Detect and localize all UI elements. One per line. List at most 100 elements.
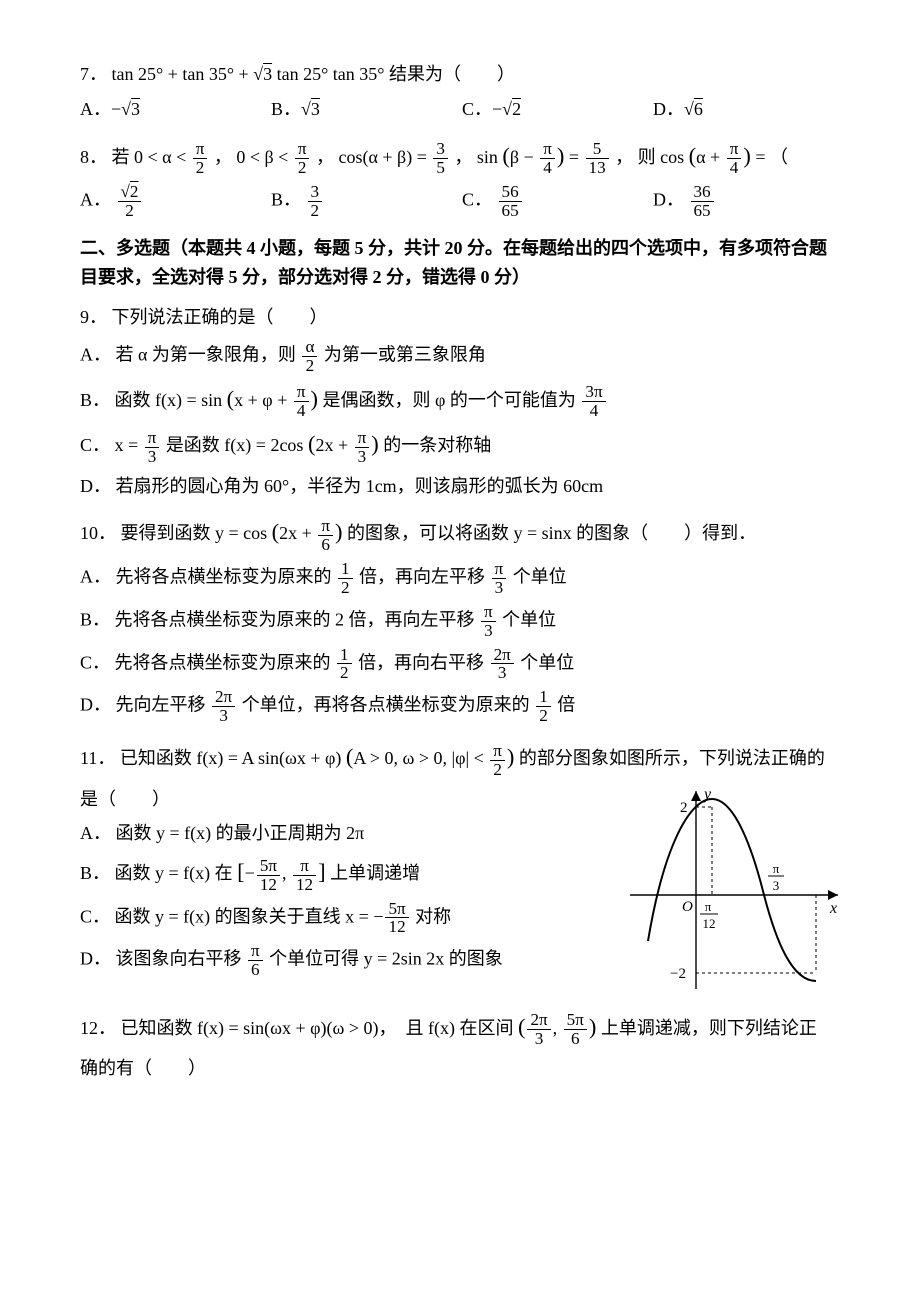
d: 3 [145,447,160,466]
q8-options: A． √22 B． 32 C． 5665 D． 3665 [80,183,844,220]
d: 3 [481,621,496,640]
d: 2 [536,706,551,725]
d: 13 [586,158,609,177]
t: 为第一或第三象限角 [324,345,486,365]
svg-text:12: 12 [703,916,716,931]
n: π [193,140,208,158]
q11-graph: yxO2−2π12π3 [624,785,844,995]
n: 5π [385,900,408,918]
t: 下列说法正确的是（ ） [112,307,328,327]
comma: , [553,1018,562,1038]
q7-opt-d: D．√6 [653,95,844,124]
d: 4 [540,158,555,177]
question-7: 7． tan 25° + tan 35° + √3 tan 25° tan 35… [80,60,844,124]
q8-opt-a: A． √22 [80,183,271,220]
t: 2x + [279,523,316,543]
opt-label: C． [80,435,110,455]
t: 函数 y = f(x) 的图象关于直线 x = [115,906,374,926]
rad: 3 [311,99,320,119]
q9-opt-c: C． x = π3 是函数 f(x) = 2cos (2x + π3) 的一条对… [80,426,844,465]
lp: ( [502,143,510,168]
t: 先将各点横坐标变为原来的 [116,566,337,586]
d: 4 [294,401,309,420]
q9-opt-b: B． 函数 f(x) = sin (x + φ + π4) 是偶函数，则 φ 的… [80,381,844,420]
d: 4 [582,401,605,420]
question-8: 8． 若 0 < α < π2 ， 0 < β < π2 ， cos(α + β… [80,138,844,220]
t: 上单调递减，则下列结论正 [601,1018,817,1038]
d: 5 [433,158,448,177]
opt-label: B． [80,609,110,629]
n: 3 [308,183,323,201]
t: 倍，再向左平移 [359,566,490,586]
rp: ) [743,143,751,168]
q9-opt-d: D． 若扇形的圆心角为 60°，半径为 1cm，则该扇形的弧长为 60cm [80,472,844,501]
t: 是函数 f(x) = 2cos [166,435,304,455]
t: 函数 y = f(x) 在 [115,863,238,883]
question-12: 12． 已知函数 f(x) = sin(ωx + φ)(ω > 0)， 且 f(… [80,1009,844,1083]
d: 2 [118,201,142,220]
lb: [ [237,859,245,884]
d: 6 [564,1029,587,1048]
d: 2 [338,578,353,597]
t: α + [696,147,725,167]
t: 已知函数 f(x) = A sin(ωx + φ) [120,748,342,768]
q7-options: A．−√3 B．√3 C．−√2 D．√6 [80,95,844,124]
opt-label: D． [653,189,684,209]
rp: ) [557,143,565,168]
neg: − [111,99,121,119]
q10-number: 10． [80,523,116,543]
svg-text:y: y [702,786,712,803]
d: 3 [527,1029,550,1048]
opt-label: A． [80,566,111,586]
d: 12 [293,875,316,894]
svg-text:−2: −2 [670,966,686,982]
n: π [295,140,310,158]
svg-text:2: 2 [680,800,688,816]
n: 5π [257,857,280,875]
t: = （ [755,147,788,167]
d: 2 [302,356,317,375]
q11-opt-b: B． 函数 y = f(x) 在 [−5π12, π12] 上单调递增 [80,854,614,893]
n: π [727,140,742,158]
t: 要得到函数 y = cos [121,523,268,543]
t: 上单调递增 [330,863,420,883]
n: 1 [337,646,352,664]
q7-opt-c: C．−√2 [462,95,653,124]
n: 5π [564,1011,587,1029]
q11-stem-2: 是（ ） [80,785,614,814]
t: x + φ + [234,390,292,410]
q8-number: 8． [80,147,107,167]
n: π [481,603,496,621]
q10-stem: 10． 要得到函数 y = cos (2x + π6) 的图象，可以将函数 y … [80,514,844,553]
n: 3π [582,383,605,401]
n: √2 [118,183,142,201]
t: 已知函数 f(x) = sin(ωx + φ)(ω > 0)， 且 f(x) 在… [121,1018,518,1038]
q10-opt-a: A． 先将各点横坐标变为原来的 12 倍，再向左平移 π3 个单位 [80,560,844,597]
svg-text:3: 3 [773,878,780,893]
svg-text:π: π [705,899,712,914]
svg-text:π: π [773,861,780,876]
q7-opt-b: B．√3 [271,95,462,124]
t: ， 0 < β < [214,147,293,167]
q7-text-a: tan 25° + tan 35° + [112,64,254,84]
n: π [293,857,316,875]
opt-label: A． [80,345,111,365]
t: 的部分图象如图所示，下列说法正确的 [519,748,825,768]
q10-opt-d: D． 先向左平移 2π3 个单位，再将各点横坐标变为原来的 12 倍 [80,688,844,725]
section-2-heading: 二、多选题（本题共 4 小题，每题 5 分，共计 20 分。在每题给出的四个选项… [80,234,844,292]
n: π [492,560,507,578]
rb: ] [318,859,326,884]
opt-label: B． [271,189,301,209]
t: 2x + [315,435,352,455]
svg-text:O: O [682,899,693,915]
rad: 3 [131,99,140,119]
q7-text-b: tan 25° tan 35° 结果为（ ） [277,64,515,84]
n: π [490,742,505,760]
n: π [248,942,263,960]
q12-stem-2: 确的有（ ） [80,1054,844,1083]
t: 若 α 为第一象限角，则 [116,345,301,365]
opt-label: D． [80,695,111,715]
opt-label: B． [271,99,301,119]
opt-label: C． [462,189,492,209]
rad: 2 [512,99,521,119]
